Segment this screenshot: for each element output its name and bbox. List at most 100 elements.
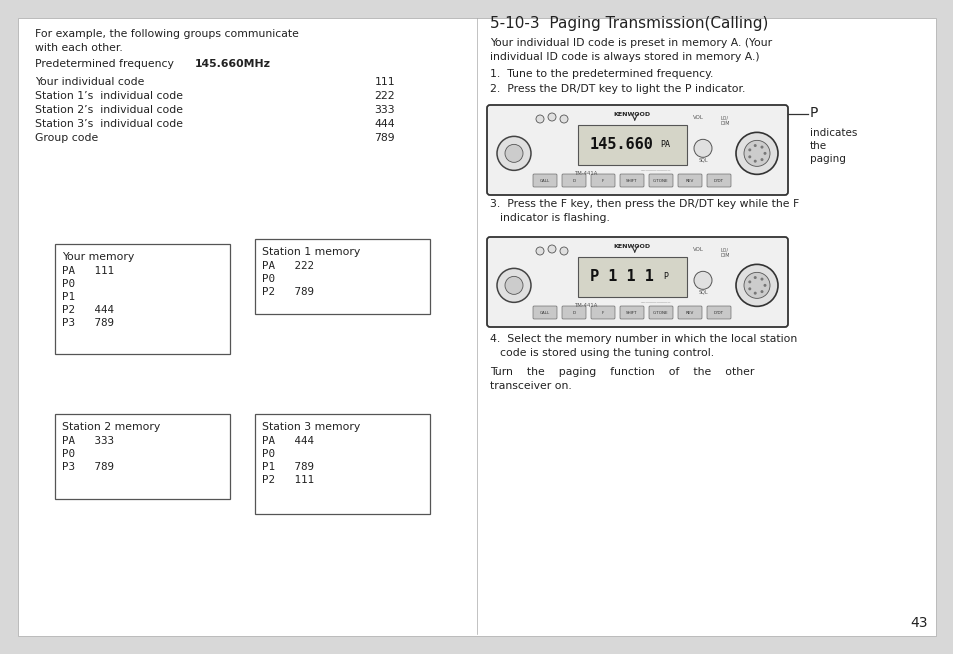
Text: Station 2 memory: Station 2 memory: [62, 422, 160, 432]
FancyBboxPatch shape: [578, 257, 686, 297]
Circle shape: [735, 132, 778, 175]
Text: 789: 789: [374, 133, 395, 143]
FancyBboxPatch shape: [561, 306, 585, 319]
Text: LO/
DIM: LO/ DIM: [720, 247, 729, 258]
Text: PA   333: PA 333: [62, 436, 113, 446]
FancyBboxPatch shape: [678, 306, 701, 319]
Text: Your individual code: Your individual code: [35, 77, 144, 87]
Text: with each other.: with each other.: [35, 43, 123, 53]
Circle shape: [735, 264, 778, 306]
Text: For example, the following groups communicate: For example, the following groups commun…: [35, 29, 298, 39]
FancyBboxPatch shape: [55, 244, 230, 354]
Circle shape: [753, 292, 756, 295]
Text: ___________: ___________: [639, 166, 670, 171]
Text: LO/
DIM: LO/ DIM: [720, 115, 729, 126]
FancyBboxPatch shape: [533, 306, 557, 319]
Text: Station 1 memory: Station 1 memory: [262, 247, 360, 257]
FancyBboxPatch shape: [533, 174, 557, 187]
Text: SHIFT: SHIFT: [625, 179, 638, 182]
Text: P: P: [809, 106, 818, 120]
Text: indicator is flashing.: indicator is flashing.: [499, 213, 609, 223]
Text: P0: P0: [262, 274, 274, 284]
Text: F: F: [601, 179, 603, 182]
Text: D/DT: D/DT: [713, 179, 723, 182]
Text: paging: paging: [809, 154, 845, 164]
Circle shape: [747, 148, 751, 151]
Text: VOL: VOL: [693, 115, 703, 120]
FancyBboxPatch shape: [619, 306, 643, 319]
Circle shape: [753, 276, 756, 279]
Text: 145.660MHz: 145.660MHz: [194, 59, 271, 69]
FancyBboxPatch shape: [706, 174, 730, 187]
Circle shape: [753, 160, 756, 163]
Text: P 1 1 1: P 1 1 1: [589, 269, 653, 284]
Text: REV: REV: [685, 311, 694, 315]
Text: TM-441A: TM-441A: [575, 303, 598, 308]
Circle shape: [559, 115, 567, 123]
Text: P1   789: P1 789: [262, 462, 314, 472]
Circle shape: [743, 272, 769, 298]
FancyBboxPatch shape: [486, 237, 787, 327]
Circle shape: [504, 277, 522, 294]
Circle shape: [693, 139, 711, 158]
FancyBboxPatch shape: [254, 414, 430, 514]
Text: D: D: [572, 179, 575, 182]
Text: SHIFT: SHIFT: [625, 311, 638, 315]
Text: Group code: Group code: [35, 133, 98, 143]
FancyBboxPatch shape: [590, 306, 615, 319]
Text: 43: 43: [909, 616, 927, 630]
Text: 5-10-3  Paging Transmission(Calling): 5-10-3 Paging Transmission(Calling): [490, 16, 767, 31]
Text: 111: 111: [374, 77, 395, 87]
FancyBboxPatch shape: [254, 239, 430, 314]
Circle shape: [497, 268, 531, 302]
FancyBboxPatch shape: [18, 18, 935, 636]
Text: individual ID code is always stored in memory A.): individual ID code is always stored in m…: [490, 52, 759, 62]
Circle shape: [497, 137, 531, 170]
FancyBboxPatch shape: [578, 125, 686, 165]
Circle shape: [547, 113, 556, 121]
Text: REV: REV: [685, 179, 694, 182]
Text: PA   111: PA 111: [62, 266, 113, 276]
FancyBboxPatch shape: [678, 174, 701, 187]
Text: CALL: CALL: [539, 311, 550, 315]
Text: Predetermined frequency: Predetermined frequency: [35, 59, 173, 69]
Text: P0: P0: [262, 449, 274, 459]
Text: PA   222: PA 222: [262, 261, 314, 271]
Circle shape: [504, 145, 522, 162]
Text: C/TONE: C/TONE: [653, 311, 668, 315]
FancyBboxPatch shape: [648, 306, 672, 319]
Text: F: F: [601, 311, 603, 315]
Text: indicates: indicates: [809, 128, 857, 138]
Text: KENWOOD: KENWOOD: [613, 112, 650, 117]
Circle shape: [762, 152, 765, 155]
Circle shape: [559, 247, 567, 255]
Text: P0: P0: [62, 449, 75, 459]
Text: PA   444: PA 444: [262, 436, 314, 446]
Text: Turn    the    paging    function    of    the    other: Turn the paging function of the other: [490, 367, 754, 377]
Text: 444: 444: [374, 119, 395, 129]
Text: 222: 222: [374, 91, 395, 101]
Text: 1.  Tune to the predetermined frequency.: 1. Tune to the predetermined frequency.: [490, 69, 713, 79]
Text: Station 2’s  individual code: Station 2’s individual code: [35, 105, 183, 115]
Text: 145.660: 145.660: [589, 137, 653, 152]
Text: P2   789: P2 789: [262, 287, 314, 297]
FancyBboxPatch shape: [590, 174, 615, 187]
Text: SQL: SQL: [698, 289, 707, 294]
Text: P1: P1: [62, 292, 75, 302]
Text: PA: PA: [659, 140, 670, 148]
Text: 4.  Select the memory number in which the local station: 4. Select the memory number in which the…: [490, 334, 797, 344]
Circle shape: [743, 141, 769, 166]
Text: D: D: [572, 311, 575, 315]
FancyBboxPatch shape: [561, 174, 585, 187]
Circle shape: [693, 271, 711, 289]
Text: 3.  Press the F key, then press the DR/DT key while the F: 3. Press the F key, then press the DR/DT…: [490, 199, 799, 209]
Text: C/TONE: C/TONE: [653, 179, 668, 182]
Text: transceiver on.: transceiver on.: [490, 381, 571, 391]
Text: code is stored using the tuning control.: code is stored using the tuning control.: [499, 348, 714, 358]
Circle shape: [760, 146, 762, 148]
Text: P0: P0: [62, 279, 75, 289]
Text: ___________: ___________: [639, 298, 670, 303]
Text: Station 1’s  individual code: Station 1’s individual code: [35, 91, 183, 101]
Circle shape: [747, 156, 751, 158]
Circle shape: [753, 144, 756, 147]
